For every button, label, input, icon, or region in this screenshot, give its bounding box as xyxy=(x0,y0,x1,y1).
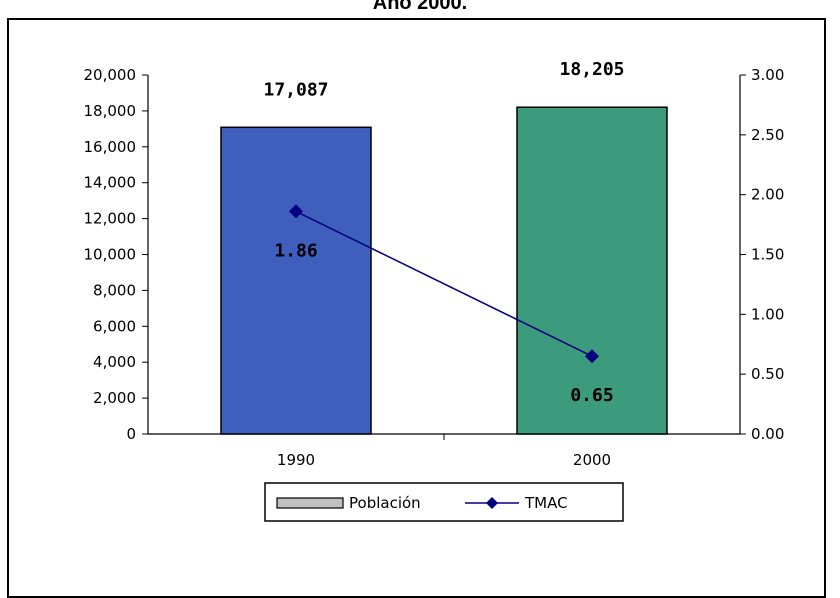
legend-swatch-poblacion xyxy=(276,497,344,509)
tmac-point xyxy=(289,204,303,219)
x-tick-label: 1990 xyxy=(277,451,315,469)
left-y-tick-label: 16,000 xyxy=(84,138,137,156)
x-tick-label: 2000 xyxy=(573,451,611,469)
left-y-tick-label: 18,000 xyxy=(84,102,137,120)
left-y-tick-label: 14,000 xyxy=(84,174,137,192)
tmac-line xyxy=(295,210,593,357)
bar xyxy=(516,106,668,435)
left-y-tick-label: 2,000 xyxy=(93,389,136,407)
chart-title: Año 2000. xyxy=(372,0,468,14)
tmac-point xyxy=(585,349,599,364)
left-y-tick-label: 6,000 xyxy=(93,317,136,335)
bar-data-label: 18,205 xyxy=(559,59,624,80)
legend-marker-tmac xyxy=(486,497,498,509)
legend-label-poblacion: Población xyxy=(349,494,421,512)
tmac-data-label: 1.86 xyxy=(274,240,317,261)
legend-box xyxy=(264,482,624,522)
right-y-tick-label: 2.50 xyxy=(751,126,784,144)
left-y-tick-label: 0 xyxy=(126,425,136,443)
left-y-tick-label: 10,000 xyxy=(84,246,137,264)
right-y-tick-label: 1.50 xyxy=(751,246,784,264)
right-y-tick-label: 0.00 xyxy=(751,425,784,443)
right-y-tick-label: 1.00 xyxy=(751,305,784,323)
bar xyxy=(220,126,372,435)
right-y-tick-label: 2.00 xyxy=(751,186,784,204)
right-y-tick-label: 3.00 xyxy=(751,66,784,84)
left-y-tick-label: 4,000 xyxy=(93,353,136,371)
legend-label-tmac: TMAC xyxy=(524,494,568,512)
left-y-tick-label: 20,000 xyxy=(84,66,137,84)
tmac-data-label: 0.65 xyxy=(570,385,613,406)
bar-data-label: 17,087 xyxy=(263,79,328,100)
right-y-tick-label: 0.50 xyxy=(751,365,784,383)
left-y-tick-label: 8,000 xyxy=(93,281,136,299)
chart-canvas: 0 2,000 4,000 6,000 8,000 10,000 12,000 14,000 1… xyxy=(84,59,784,522)
left-y-tick-label: 12,000 xyxy=(84,210,137,228)
